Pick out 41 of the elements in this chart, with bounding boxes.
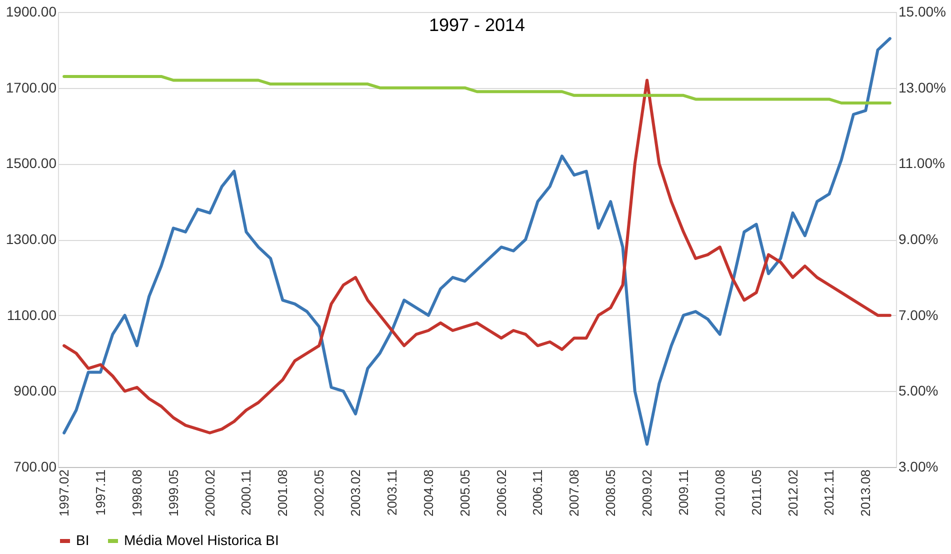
x-tick-label: 1997.11: [93, 470, 108, 516]
y-tick-label: 1100.00: [6, 306, 57, 323]
x-tick-label: 2012.11: [822, 470, 837, 516]
y-tick-label: 900.00: [14, 382, 57, 399]
x-tick-label: 2004.08: [420, 470, 436, 516]
x-tick-label: 2002.05: [312, 470, 327, 516]
y2-tick-label: 7.00%: [898, 306, 938, 323]
line-series: [62, 74, 892, 104]
x-tick-label: 2001.08: [275, 470, 290, 516]
x-tick-label: 2006.11: [530, 470, 546, 516]
x-tick-label: 2010.08: [712, 470, 728, 516]
x-tick-label: 2000.02: [202, 470, 218, 516]
x-tick-label: 1998.08: [129, 470, 144, 516]
x-tick-label: 2003.02: [348, 470, 364, 516]
y-tick-label: 1500.00: [6, 155, 57, 172]
x-tick-label: 2006.02: [494, 470, 509, 516]
x-tick-label: 2008.05: [603, 470, 618, 516]
x-tick-label: 2011.05: [748, 470, 764, 516]
x-tick-label: 2003.11: [384, 470, 400, 516]
x-tick-label: 2007.08: [566, 470, 582, 516]
x-tick-label: 2009.11: [676, 470, 691, 516]
legend-label: Média Movel Historica BI: [124, 532, 279, 548]
y2-tick-label: 13.00%: [898, 79, 946, 96]
x-tick-label: 1997.02: [56, 470, 72, 516]
y2-tick-label: 3.00%: [898, 458, 938, 474]
y2-tick-label: 9.00%: [898, 231, 938, 247]
y2-tick-label: 11.00%: [898, 155, 945, 172]
y-tick-label: 700.00: [14, 458, 57, 474]
y2-tick-label: 15.00%: [898, 4, 946, 20]
x-tick-label: 2005.05: [457, 470, 472, 516]
x-tick-label: 2000.11: [238, 470, 254, 516]
x-tick-label: 1999.05: [166, 470, 181, 516]
x-tick-label: 2009.02: [640, 470, 655, 516]
y2-tick-label: 5.00%: [898, 382, 938, 399]
x-tick-label: 2013.08: [858, 470, 874, 516]
y-tick-label: 1700.00: [6, 79, 57, 96]
x-tick-label: 2012.02: [785, 470, 800, 516]
chart-title: 1997 - 2014: [428, 15, 526, 35]
y-tick-label: 1300.00: [6, 231, 57, 247]
legend-label: BI: [76, 532, 90, 548]
y-tick-label: 1900.00: [6, 4, 57, 20]
